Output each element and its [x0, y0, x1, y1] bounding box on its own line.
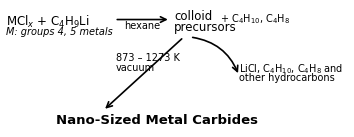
Text: Nano-Sized Metal Carbides: Nano-Sized Metal Carbides [56, 114, 258, 127]
Text: MCl$_x$ + C$_4$H$_9$Li: MCl$_x$ + C$_4$H$_9$Li [6, 14, 90, 30]
Text: vacuum: vacuum [116, 63, 155, 73]
Text: hexane: hexane [125, 22, 161, 32]
Text: + C$_4$H$_{10}$, C$_4$H$_8$: + C$_4$H$_{10}$, C$_4$H$_8$ [220, 12, 290, 26]
Text: LiCl, C$_4$H$_{10}$, C$_4$H$_8$ and: LiCl, C$_4$H$_{10}$, C$_4$H$_8$ and [239, 62, 343, 76]
Text: colloid: colloid [174, 10, 212, 23]
Text: 873 – 1273 K: 873 – 1273 K [116, 52, 180, 62]
Text: precursors: precursors [174, 22, 237, 35]
Text: other hydrocarbons: other hydrocarbons [239, 73, 335, 83]
Text: M: groups 4, 5 metals: M: groups 4, 5 metals [6, 27, 113, 37]
